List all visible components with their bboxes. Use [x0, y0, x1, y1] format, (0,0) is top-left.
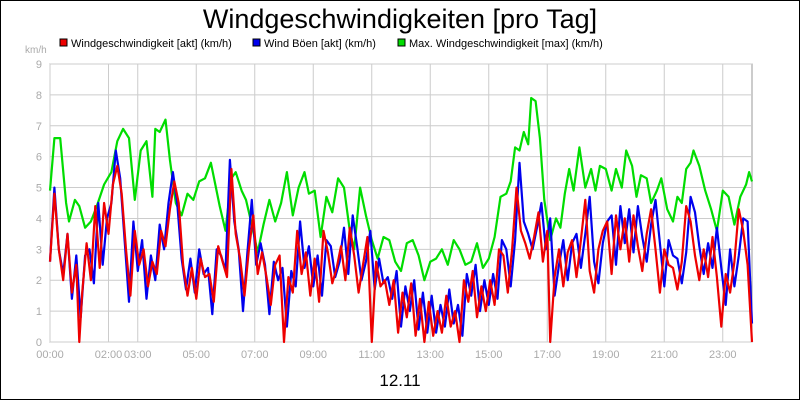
y-tick-label: 1: [36, 306, 42, 318]
legend-swatch: [252, 38, 261, 47]
x-tick-label: 00:00: [36, 349, 64, 361]
legend-label: Windgeschwindigkeit [akt] (km/h): [71, 38, 232, 50]
x-tick-label: 02:00: [95, 349, 123, 361]
series-line-2: [48, 164, 754, 344]
legend-swatch: [59, 38, 68, 47]
legend-swatch: [397, 38, 406, 47]
y-tick-label: 9: [36, 59, 42, 71]
legend-label: Max. Windgeschwindigkeit [max] (km/h): [409, 38, 603, 50]
x-tick-label: 17:00: [533, 349, 561, 361]
plot-area: [49, 63, 753, 343]
x-tick-label: 05:00: [182, 349, 210, 361]
y-tick-label: 0: [36, 337, 42, 349]
y-tick-label: 2: [36, 275, 42, 287]
x-tick-label: 09:00: [299, 349, 327, 361]
y-axis-unit: km/h: [25, 45, 47, 56]
x-tick-label: 15:00: [475, 349, 503, 361]
y-tick-label: 4: [36, 213, 42, 225]
series-line-1: [48, 149, 754, 337]
x-tick-label: 19:00: [592, 349, 620, 361]
y-axis-ticks: 0 1 2 3 4 5 6 7 8 9: [36, 59, 42, 349]
y-tick-label: 7: [36, 121, 42, 133]
legend: Windgeschwindigkeit [akt] (km/h) Wind Böe…: [59, 38, 603, 50]
chart-title: Windgeschwindigkeiten [pro Tag]: [203, 4, 597, 34]
series-layer: [48, 96, 754, 344]
x-tick-label: 13:00: [416, 349, 444, 361]
x-axis-ticks: 00:00 02:00 03:00 05:00 07:00 09:00 11:00 13:00…: [36, 349, 736, 361]
y-tick-label: 3: [36, 244, 42, 256]
x-tick-label: 21:00: [650, 349, 678, 361]
x-tick-label: 11:00: [358, 349, 385, 361]
y-tick-label: 8: [36, 90, 42, 102]
x-tick-label: 23:00: [709, 349, 737, 361]
series-line-0: [48, 96, 754, 282]
x-tick-label: 07:00: [241, 349, 269, 361]
legend-label: Wind Böen [akt] (km/h): [264, 38, 376, 50]
x-axis-date-label: 12.11: [379, 371, 420, 390]
y-tick-label: 5: [36, 183, 42, 195]
x-tick-label: 03:00: [124, 349, 152, 361]
y-tick-label: 6: [36, 152, 42, 164]
